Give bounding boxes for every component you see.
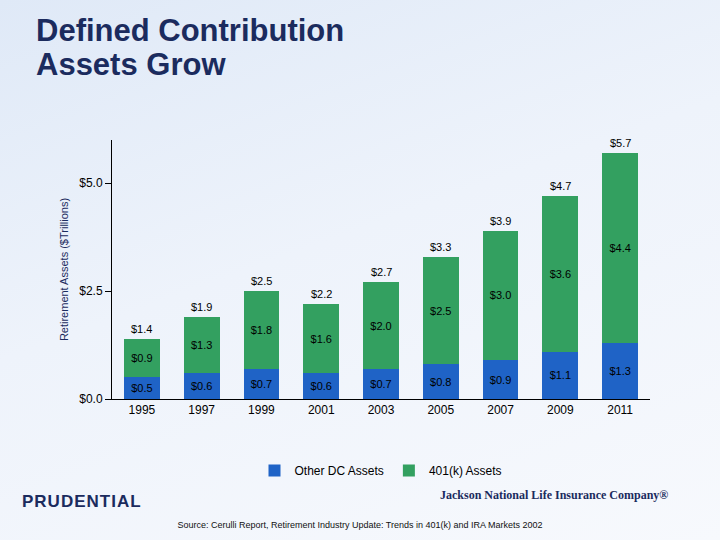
svg-text:$5.0: $5.0	[79, 176, 103, 190]
svg-text:$2.0: $2.0	[370, 320, 391, 332]
svg-text:$0.9: $0.9	[490, 374, 511, 386]
svg-text:1997: 1997	[188, 403, 215, 417]
svg-text:2011: 2011	[607, 403, 633, 417]
svg-text:$3.0: $3.0	[490, 289, 511, 301]
html-text:Source: Cerulli Report, Retire: Source: Cerulli Report, Retirement Indus…	[177, 520, 543, 530]
svg-text:$0.6: $0.6	[311, 380, 332, 392]
svg-text:2007: 2007	[487, 403, 514, 417]
svg-text:$1.6: $1.6	[311, 333, 332, 345]
svg-text:$1.1: $1.1	[550, 369, 571, 381]
svg-text:401(k) Assets: 401(k) Assets	[429, 464, 502, 478]
svg-text:2001: 2001	[308, 403, 335, 417]
svg-text:$1.3: $1.3	[191, 339, 212, 351]
svg-text:$0.7: $0.7	[370, 378, 391, 390]
html-text:Jackson National Life Insuranc: Jackson National Life Insurance Company®	[440, 488, 669, 502]
svg-text:$1.3: $1.3	[609, 365, 630, 377]
svg-text:$3.3: $3.3	[430, 241, 451, 253]
svg-text:$0.8: $0.8	[430, 376, 451, 388]
svg-text:2009: 2009	[547, 403, 574, 417]
svg-text:$4.7: $4.7	[550, 180, 571, 192]
html-text:PRUDENTIAL: PRUDENTIAL	[22, 492, 142, 511]
svg-text:$2.5: $2.5	[251, 275, 272, 287]
svg-text:$3.6: $3.6	[550, 268, 571, 280]
svg-text:$2.5: $2.5	[430, 305, 451, 317]
svg-text:$3.9: $3.9	[490, 215, 511, 227]
svg-text:$0.6: $0.6	[191, 380, 212, 392]
svg-text:2005: 2005	[427, 403, 454, 417]
svg-text:$2.5: $2.5	[79, 284, 103, 298]
svg-text:$4.4: $4.4	[609, 242, 630, 254]
svg-text:$2.2: $2.2	[311, 288, 332, 300]
svg-text:$0.9: $0.9	[131, 352, 152, 364]
svg-text:$1.9: $1.9	[191, 301, 212, 313]
svg-text:$0.7: $0.7	[251, 378, 272, 390]
svg-text:$0.0: $0.0	[79, 392, 103, 406]
svg-text:$1.8: $1.8	[251, 324, 272, 336]
svg-text:Retirement Assets ($Trillions): Retirement Assets ($Trillions)	[58, 198, 70, 341]
svg-text:2003: 2003	[368, 403, 395, 417]
svg-text:1999: 1999	[248, 403, 275, 417]
svg-text:$2.7: $2.7	[371, 266, 392, 278]
svg-text:$0.5: $0.5	[131, 382, 152, 394]
html-text:Defined Contribution Assets Gr: Defined Contribution Assets Grow	[36, 13, 345, 82]
svg-text:Other DC Assets: Other DC Assets	[295, 464, 384, 478]
svg-text:1995: 1995	[129, 403, 156, 417]
svg-text:$1.4: $1.4	[131, 323, 152, 335]
svg-text:$5.7: $5.7	[610, 137, 631, 149]
